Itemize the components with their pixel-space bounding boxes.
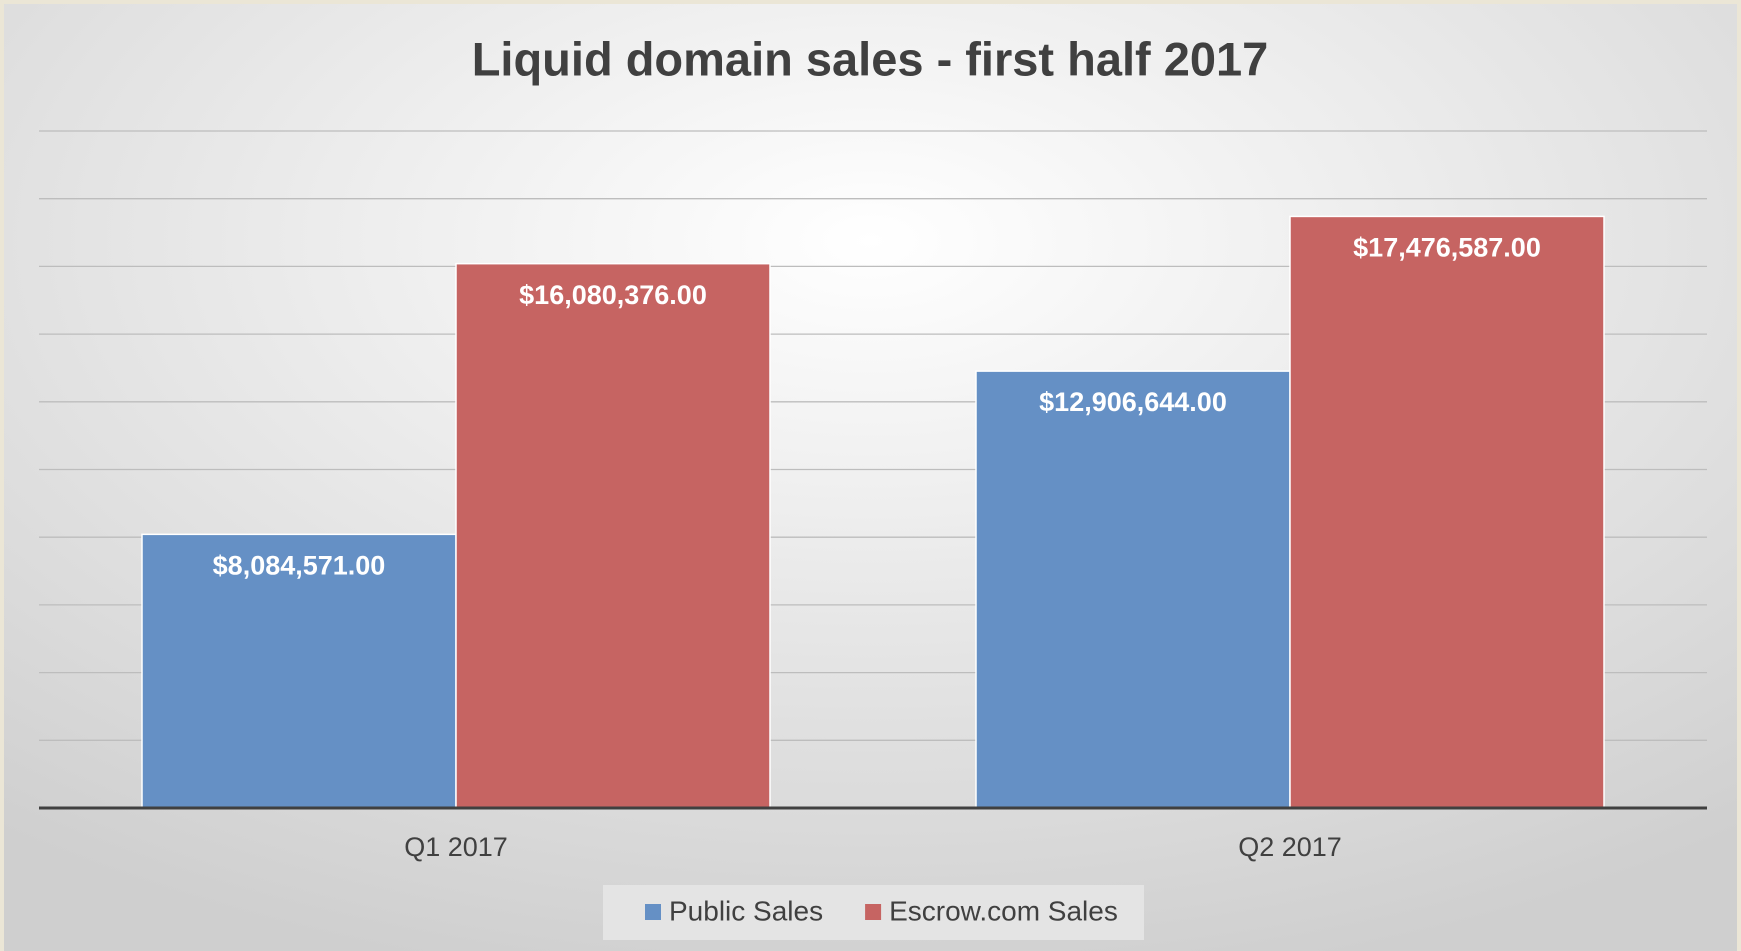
plot-area: Q1 2017 $8,084,571.00 $16,080,376.00 Q2 201… xyxy=(39,130,1707,862)
legend-swatch xyxy=(865,904,882,920)
legend-swatch xyxy=(645,904,661,920)
legend-label: Public Sales xyxy=(669,895,823,926)
data-label: $17,476,587.00 xyxy=(1353,233,1541,263)
data-label: $16,080,376.00 xyxy=(519,280,707,310)
legend: Public Sales Escrow.com Sales xyxy=(645,895,1118,926)
bar xyxy=(141,533,457,809)
legend-label: Escrow.com Sales xyxy=(889,895,1118,926)
bar xyxy=(455,262,771,809)
data-label: $8,084,571.00 xyxy=(213,550,386,580)
x-tick-label: Q2 2017 xyxy=(1238,832,1342,862)
x-tick-label: Q1 2017 xyxy=(404,832,508,862)
bar xyxy=(1289,215,1605,809)
chart-title: Liquid domain sales - first half 2017 xyxy=(472,32,1269,85)
bar xyxy=(975,370,1291,809)
data-label: $12,906,644.00 xyxy=(1039,387,1227,417)
